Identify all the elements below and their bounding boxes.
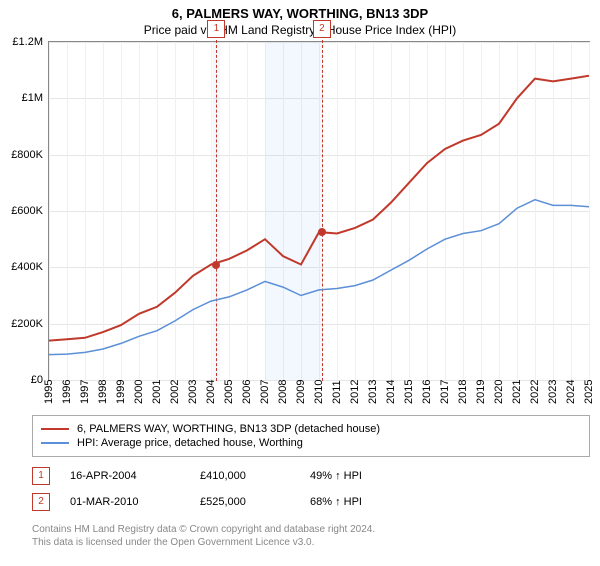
series-line — [49, 200, 589, 355]
annotation-date: 16-APR-2004 — [70, 470, 180, 482]
y-axis-label: £1.2M — [12, 36, 43, 48]
x-axis-label: 2010 — [313, 380, 325, 404]
footer-line: This data is licensed under the Open Gov… — [32, 536, 590, 549]
x-axis-label: 2014 — [385, 380, 397, 404]
annotation-price: £410,000 — [200, 470, 290, 482]
x-axis-label: 2001 — [151, 380, 163, 404]
legend-swatch — [41, 442, 69, 444]
x-axis-label: 2002 — [169, 380, 181, 404]
y-axis-label: £0 — [31, 374, 43, 386]
x-axis-label: 1999 — [115, 380, 127, 404]
x-axis-label: 2005 — [223, 380, 235, 404]
x-axis-label: 2017 — [439, 380, 451, 404]
legend: 6, PALMERS WAY, WORTHING, BN13 3DP (deta… — [32, 415, 590, 457]
x-axis-label: 2015 — [403, 380, 415, 404]
x-axis-label: 2021 — [511, 380, 523, 404]
annotation-pct: 68% ↑ HPI — [310, 496, 362, 508]
legend-label: 6, PALMERS WAY, WORTHING, BN13 3DP (deta… — [77, 423, 380, 435]
x-axis-label: 2013 — [367, 380, 379, 404]
x-axis-label: 2019 — [475, 380, 487, 404]
x-axis-label: 2004 — [205, 380, 217, 404]
legend-item: HPI: Average price, detached house, Wort… — [41, 436, 581, 450]
x-axis-label: 2011 — [331, 380, 343, 404]
x-axis-label: 2008 — [277, 380, 289, 404]
annotation-price: £525,000 — [200, 496, 290, 508]
footer-line: Contains HM Land Registry data © Crown c… — [32, 523, 590, 536]
y-axis-label: £1M — [22, 92, 43, 104]
legend-swatch — [41, 428, 69, 430]
x-axis-label: 2006 — [241, 380, 253, 404]
x-axis-label: 2020 — [493, 380, 505, 404]
annotation-row: 1 16-APR-2004 £410,000 49% ↑ HPI — [32, 463, 590, 489]
x-axis-label: 2023 — [547, 380, 559, 404]
marker-label: 2 — [313, 20, 331, 38]
y-axis-label: £800K — [11, 149, 43, 161]
y-axis-label: £400K — [11, 261, 43, 273]
y-axis-label: £200K — [11, 318, 43, 330]
legend-label: HPI: Average price, detached house, Wort… — [77, 437, 303, 449]
x-axis-label: 2022 — [529, 380, 541, 404]
legend-item: 6, PALMERS WAY, WORTHING, BN13 3DP (deta… — [41, 422, 581, 436]
annotation-pct: 49% ↑ HPI — [310, 470, 362, 482]
annotation-row: 2 01-MAR-2010 £525,000 68% ↑ HPI — [32, 489, 590, 515]
x-axis-label: 2016 — [421, 380, 433, 404]
price-chart: £0£200K£400K£600K£800K£1M£1.2M1995199619… — [48, 41, 590, 381]
footer: Contains HM Land Registry data © Crown c… — [32, 523, 590, 549]
x-axis-label: 1998 — [97, 380, 109, 404]
marker-label: 1 — [207, 20, 225, 38]
x-axis-label: 2024 — [565, 380, 577, 404]
x-axis-label: 1996 — [61, 380, 73, 404]
page-title: 6, PALMERS WAY, WORTHING, BN13 3DP — [0, 6, 600, 21]
x-axis-label: 2009 — [295, 380, 307, 404]
y-axis-label: £600K — [11, 205, 43, 217]
x-axis-label: 2003 — [187, 380, 199, 404]
annotation-marker: 1 — [32, 467, 50, 485]
annotation-date: 01-MAR-2010 — [70, 496, 180, 508]
x-axis-label: 2000 — [133, 380, 145, 404]
x-axis-label: 2025 — [583, 380, 595, 404]
x-axis-label: 2018 — [457, 380, 469, 404]
page-subtitle: Price paid vs. HM Land Registry's House … — [0, 23, 600, 37]
x-axis-label: 1995 — [43, 380, 55, 404]
annotations: 1 16-APR-2004 £410,000 49% ↑ HPI 2 01-MA… — [32, 463, 590, 515]
x-axis-label: 2007 — [259, 380, 271, 404]
x-axis-label: 2012 — [349, 380, 361, 404]
series-line — [49, 76, 589, 341]
annotation-marker: 2 — [32, 493, 50, 511]
x-axis-label: 1997 — [79, 380, 91, 404]
